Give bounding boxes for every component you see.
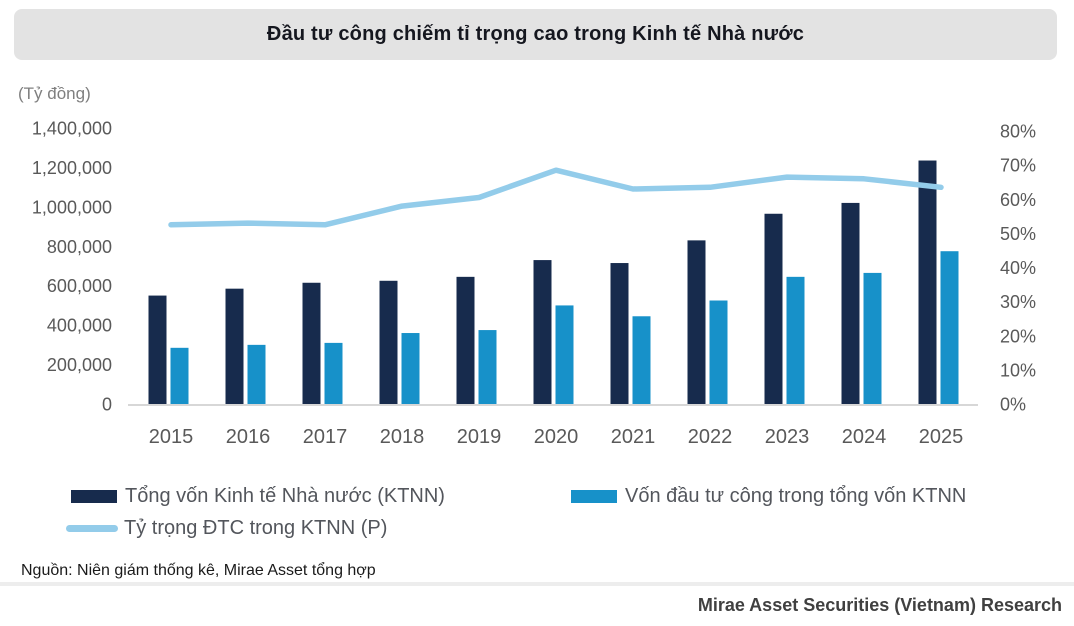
bar	[940, 251, 959, 404]
bar-series-public-investment	[170, 251, 959, 404]
left-axis-tick: 400,000	[47, 316, 112, 336]
right-axis-tick: 40%	[1000, 258, 1036, 278]
bar	[786, 276, 805, 404]
legend-label-ratio-line: Tỷ trọng ĐTC trong KTNN (P)	[124, 516, 388, 539]
bar	[610, 263, 629, 404]
bar	[632, 316, 651, 404]
footer-brand: Mirae Asset Securities (Vietnam) Researc…	[697, 595, 1062, 615]
year-label: 2020	[534, 426, 579, 448]
bar	[148, 295, 167, 404]
bar	[225, 288, 244, 404]
right-axis-tick: 10%	[1000, 360, 1036, 380]
legend-item-public-investment: Vốn đầu tư công trong tổng vốn KTNN	[571, 484, 966, 508]
bar	[841, 202, 860, 404]
left-axis-tick-labels: 0 200,000 400,000 600,000 800,000 1,000,000 1,…	[32, 119, 112, 415]
bar	[456, 276, 475, 404]
legend-label-public-investment: Vốn đầu tư công trong tổng vốn KTNN	[625, 484, 967, 507]
left-axis-tick: 0	[102, 395, 112, 415]
divider-line	[0, 582, 1074, 586]
chart-title: Đầu tư công chiếm tỉ trọng cao trong Kin…	[266, 23, 805, 45]
year-label: 2024	[842, 426, 887, 448]
legend-swatch-ratio-line	[66, 524, 118, 532]
bar	[170, 347, 189, 404]
right-axis-tick: 70%	[1000, 156, 1036, 176]
right-axis-tick: 50%	[1000, 224, 1036, 244]
bar	[555, 305, 574, 404]
year-label: 2015	[149, 426, 194, 448]
left-axis-tick: 200,000	[47, 355, 112, 375]
chart-title-bar: Đầu tư công chiếm tỉ trọng cao trong Kin…	[14, 9, 1057, 60]
year-label: 2017	[303, 426, 348, 448]
right-axis-tick: 80%	[1000, 122, 1036, 142]
ratio-trend-line	[168, 167, 944, 228]
bar	[247, 344, 266, 404]
year-label: 2023	[765, 426, 810, 448]
bar	[533, 260, 552, 404]
legend-swatch-total-ktnn	[71, 489, 117, 503]
bar	[918, 160, 937, 404]
combo-bar-line-chart: 0 200,000 400,000 600,000 800,000 1,000,000 1,…	[32, 119, 1036, 449]
year-label: 2022	[688, 426, 733, 448]
x-axis-year-labels: 2015 2016 2017 2018 2019 2020 2021 2022 2023 2024…	[149, 426, 964, 448]
right-axis-tick: 30%	[1000, 292, 1036, 312]
left-axis-tick: 1,200,000	[32, 158, 112, 178]
bar	[302, 282, 321, 404]
bar	[379, 280, 398, 404]
bar	[687, 240, 706, 404]
year-label: 2025	[919, 426, 964, 448]
bar	[764, 213, 783, 404]
bar	[324, 342, 343, 404]
year-label: 2018	[380, 426, 425, 448]
left-axis-tick: 1,000,000	[32, 197, 112, 217]
right-axis-tick: 20%	[1000, 326, 1036, 346]
left-axis-unit-label: (Tỷ đồng)	[18, 84, 91, 103]
legend-item-ratio-line: Tỷ trọng ĐTC trong KTNN (P)	[66, 516, 387, 540]
bar-series-total-ktnn	[148, 160, 937, 404]
left-axis-tick: 800,000	[47, 237, 112, 257]
bar	[709, 300, 728, 404]
legend-item-total-ktnn: Tổng vốn Kinh tế Nhà nước (KTNN)	[71, 484, 445, 508]
right-axis-tick: 0%	[1000, 395, 1026, 415]
year-label: 2021	[611, 426, 656, 448]
source-note: Nguồn: Niên giám thống kê, Mirae Asset t…	[21, 562, 376, 579]
left-axis-tick: 600,000	[47, 276, 112, 296]
legend-label-total-ktnn: Tổng vốn Kinh tế Nhà nước (KTNN)	[125, 484, 445, 507]
bar	[863, 272, 882, 404]
legend-swatch-public-investment	[571, 489, 617, 503]
left-axis-tick: 1,400,000	[32, 119, 112, 139]
bar	[478, 330, 497, 404]
year-label: 2019	[457, 426, 502, 448]
right-axis-tick-labels: 0% 10% 20% 30% 40% 50% 60% 70% 80%	[1000, 122, 1036, 415]
right-axis-tick: 60%	[1000, 190, 1036, 210]
bar	[401, 333, 420, 404]
year-label: 2016	[226, 426, 271, 448]
